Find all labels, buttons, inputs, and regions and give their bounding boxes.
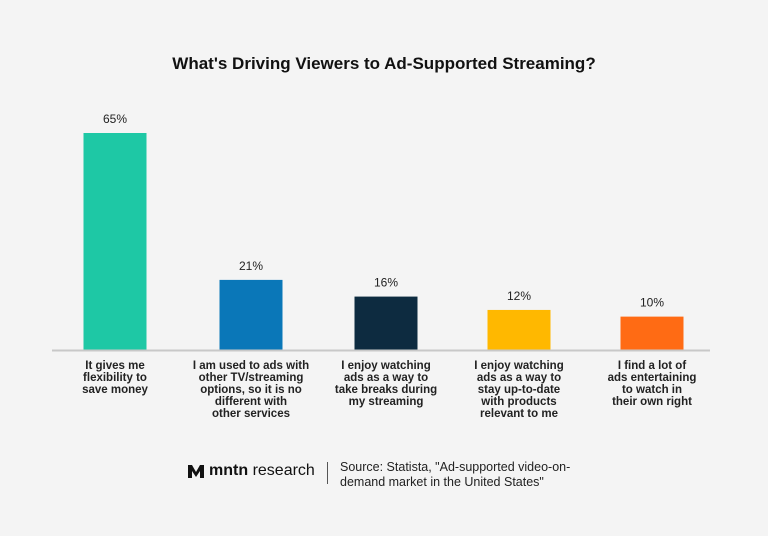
bar: [354, 296, 418, 350]
bar: [83, 133, 147, 350]
data-label: 16%: [374, 276, 398, 290]
footer-divider: [327, 462, 328, 484]
category-label: I enjoy watching ads as a way to take br…: [334, 360, 438, 408]
category-label: I enjoy watching ads as a way to stay up…: [474, 360, 564, 420]
data-label: 10%: [640, 296, 664, 310]
chart-title: What's Driving Viewers to Ad-Supported S…: [172, 54, 596, 73]
data-label: 21%: [239, 259, 263, 273]
bar: [487, 309, 551, 350]
brand-bold: mntn: [209, 462, 249, 479]
brand-rest: research: [252, 462, 315, 479]
mntn-logo: mntn research: [188, 462, 315, 480]
category-label: I find a lot of ads entertaining to watc…: [607, 360, 697, 408]
category-label: I am used to ads with other TV/streaming…: [192, 360, 310, 420]
source-note: Source: Statista, "Ad-supported video-on…: [340, 460, 571, 489]
mntn-m-icon: [188, 465, 204, 478]
bar: [219, 279, 283, 350]
data-label: 12%: [507, 289, 531, 303]
category-label: It gives me flexibility to save money: [82, 360, 148, 396]
bar: [620, 316, 684, 350]
data-label: 65%: [103, 112, 127, 126]
